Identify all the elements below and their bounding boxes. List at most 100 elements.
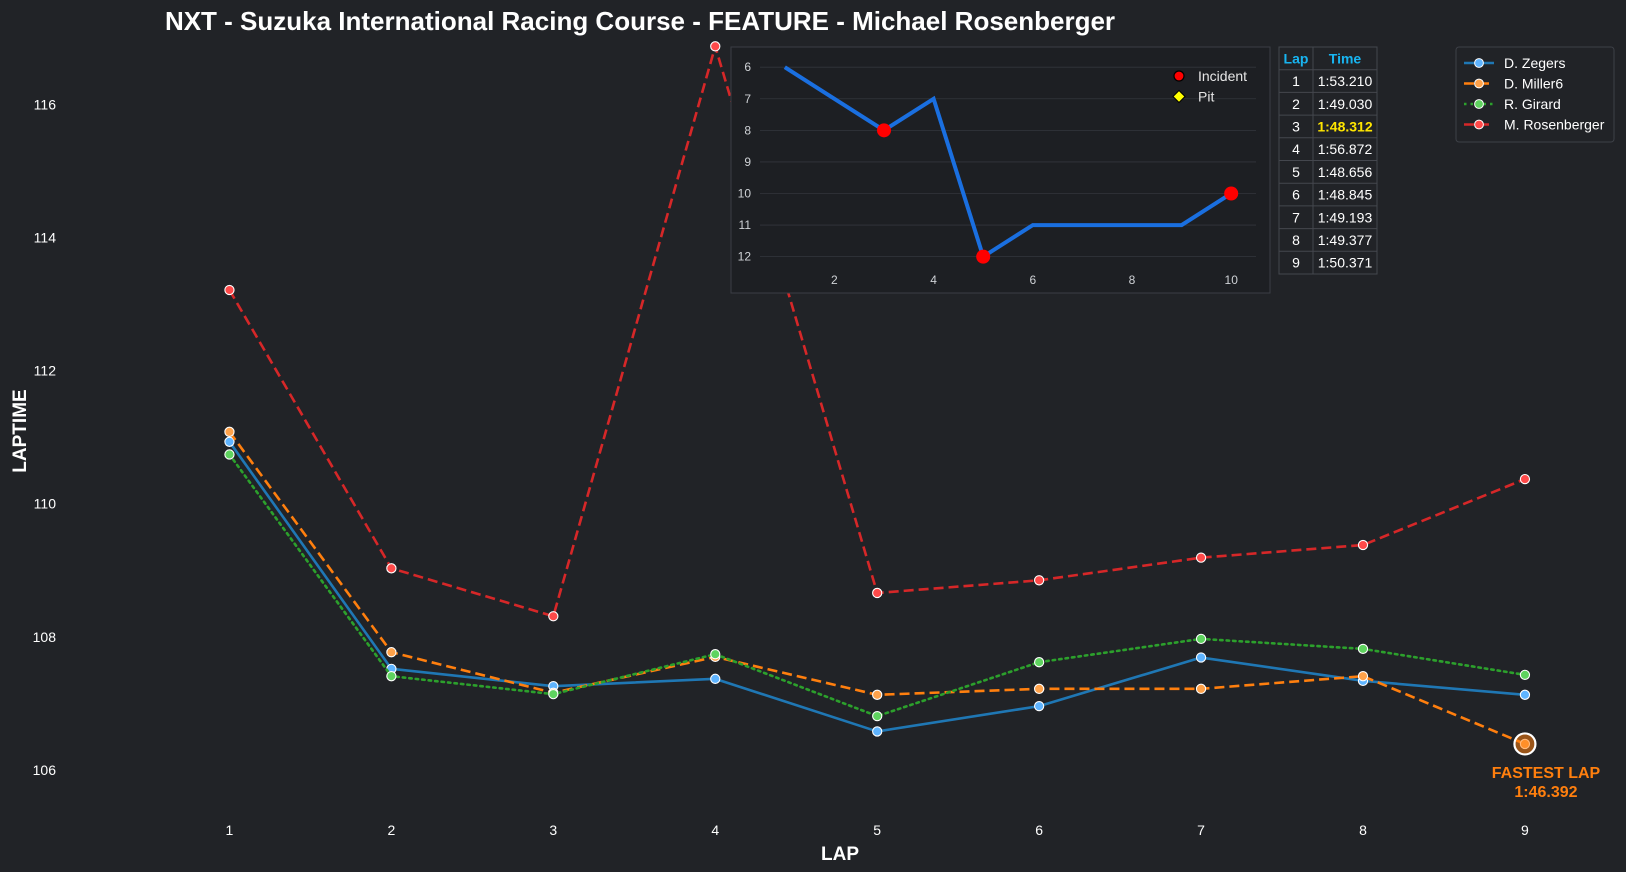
inset-x-tick-label: 8: [1129, 273, 1136, 287]
x-tick-label: 5: [873, 822, 881, 838]
x-tick-label: 2: [387, 822, 395, 838]
legend-label: M. Rosenberger: [1504, 117, 1605, 133]
table-time-cell: 1:48.656: [1318, 164, 1373, 180]
y-tick-label: 116: [34, 96, 57, 112]
inset-series-layer: [783, 65, 1239, 264]
table-lap-cell: 2: [1292, 96, 1300, 112]
table-time-cell: 1:48.845: [1318, 187, 1373, 203]
data-point: [1033, 700, 1045, 712]
legend-marker: [1474, 58, 1484, 68]
chart-title: NXT - Suzuka International Racing Course…: [165, 6, 1115, 36]
data-point: [224, 436, 235, 447]
inset-legend: Incident Pit: [1172, 68, 1247, 105]
inset-legend-marker: [1172, 89, 1186, 104]
y-tick-label: 114: [34, 229, 57, 245]
x-axis-title: LAP: [821, 844, 859, 865]
legend-marker: [1474, 99, 1484, 109]
inset-position-line: [783, 65, 1233, 260]
table-lap-cell: 4: [1292, 141, 1300, 157]
legend-label: R. Girard: [1504, 96, 1561, 112]
data-point: [872, 726, 883, 737]
x-tick-label: 7: [1197, 822, 1205, 838]
data-point: [224, 284, 235, 296]
data-point: [224, 426, 235, 437]
data-point: [224, 449, 235, 460]
table-time-cell: 1:48.312: [1317, 118, 1372, 134]
legend-marker: [1474, 78, 1484, 89]
table-lap-cell: 6: [1292, 187, 1300, 203]
table-lap-cell: 5: [1292, 164, 1300, 180]
x-tick-label: 9: [1521, 822, 1529, 838]
legend-label: D. Miller6: [1504, 76, 1563, 92]
data-point: [386, 563, 397, 574]
data-point: [1357, 671, 1369, 682]
incident-marker: [1224, 186, 1239, 201]
x-tick-label: 6: [1035, 822, 1043, 838]
y-tick-label: 106: [33, 762, 57, 778]
inset-x-tick-label: 10: [1225, 273, 1239, 287]
x-tick-label: 3: [549, 822, 557, 838]
table-time-cell: 1:56.872: [1318, 141, 1373, 157]
inset-y-tick-label: 6: [744, 60, 751, 74]
x-tick-label: 1: [226, 822, 234, 838]
data-point: [710, 41, 721, 52]
table-time-cell: 1:49.377: [1318, 232, 1373, 248]
main-legend-box: [1455, 46, 1615, 143]
data-point: [1357, 643, 1369, 655]
lap-time-table: Lap Time 1 1:53.210 2 1:49.030 3 1:48.312 4 1:56.…: [1278, 46, 1378, 275]
fastest-lap-marker: [1513, 732, 1537, 756]
inset-y-tick-label: 9: [744, 155, 751, 169]
table-time-cell: 1:49.193: [1318, 209, 1373, 225]
data-point: [1195, 633, 1207, 645]
data-point: [1195, 552, 1207, 563]
inset-x-tick-label: 4: [930, 273, 937, 287]
data-point: [710, 649, 721, 660]
y-tick-label: 110: [34, 496, 57, 512]
inset-axis-ticks: 6 7 8 9 10 11 12 2 4 6 8 10: [738, 60, 1239, 287]
fastest-lap-label: FASTEST LAP: [1492, 765, 1601, 782]
table-lap-cell: 9: [1292, 255, 1300, 271]
table-time-cell: 1:49.030: [1318, 96, 1373, 112]
data-point: [1195, 683, 1207, 694]
data-point: [1519, 689, 1531, 700]
data-point: [1033, 683, 1045, 694]
table-time-cell: 1:53.210: [1318, 73, 1373, 89]
fastest-lap-annotation: FASTEST LAP 1:46.392: [1492, 732, 1601, 801]
x-tick-label: 4: [711, 822, 719, 838]
inset-x-tick-label: 6: [1029, 273, 1036, 287]
data-point: [710, 673, 721, 684]
table-lap-cell: 1: [1292, 73, 1300, 89]
y-tick-label: 108: [33, 629, 57, 645]
inset-y-tick-label: 10: [738, 186, 752, 200]
data-point: [386, 647, 397, 658]
data-point: [1357, 539, 1369, 551]
legend-label: D. Zegers: [1504, 55, 1565, 71]
incident-marker: [877, 123, 891, 138]
table-header: Time: [1329, 50, 1362, 66]
main-series-layer: [224, 41, 1531, 750]
x-tick-label: 8: [1359, 822, 1367, 838]
data-point: [872, 587, 883, 599]
data-point: [1195, 652, 1207, 663]
legend-marker: [1474, 119, 1484, 130]
table-lap-cell: 3: [1292, 118, 1300, 134]
inset-y-tick-label: 8: [744, 123, 751, 137]
y-tick-label: 112: [34, 363, 57, 379]
incident-marker: [976, 249, 991, 264]
main-legend: D. Zegers D. Miller6 R. Girard M. Rosenberg…: [1455, 46, 1615, 143]
inset-legend-label: Incident: [1198, 68, 1247, 84]
data-point: [1519, 473, 1531, 485]
table-time-cell: 1:50.371: [1318, 255, 1373, 271]
data-point: [872, 689, 883, 700]
inset-legend-marker: [1173, 70, 1185, 82]
table-header: Lap: [1284, 50, 1309, 66]
data-point: [386, 671, 397, 682]
table-lap-cell: 7: [1292, 209, 1300, 225]
data-point: [548, 611, 559, 622]
data-point: [1519, 669, 1531, 680]
table-lap-cell: 8: [1292, 232, 1300, 248]
inset-y-tick-label: 12: [738, 250, 752, 264]
position-inset: 6 7 8 9 10 11 12 2 4 6 8 10 Incident Pit: [730, 46, 1271, 294]
